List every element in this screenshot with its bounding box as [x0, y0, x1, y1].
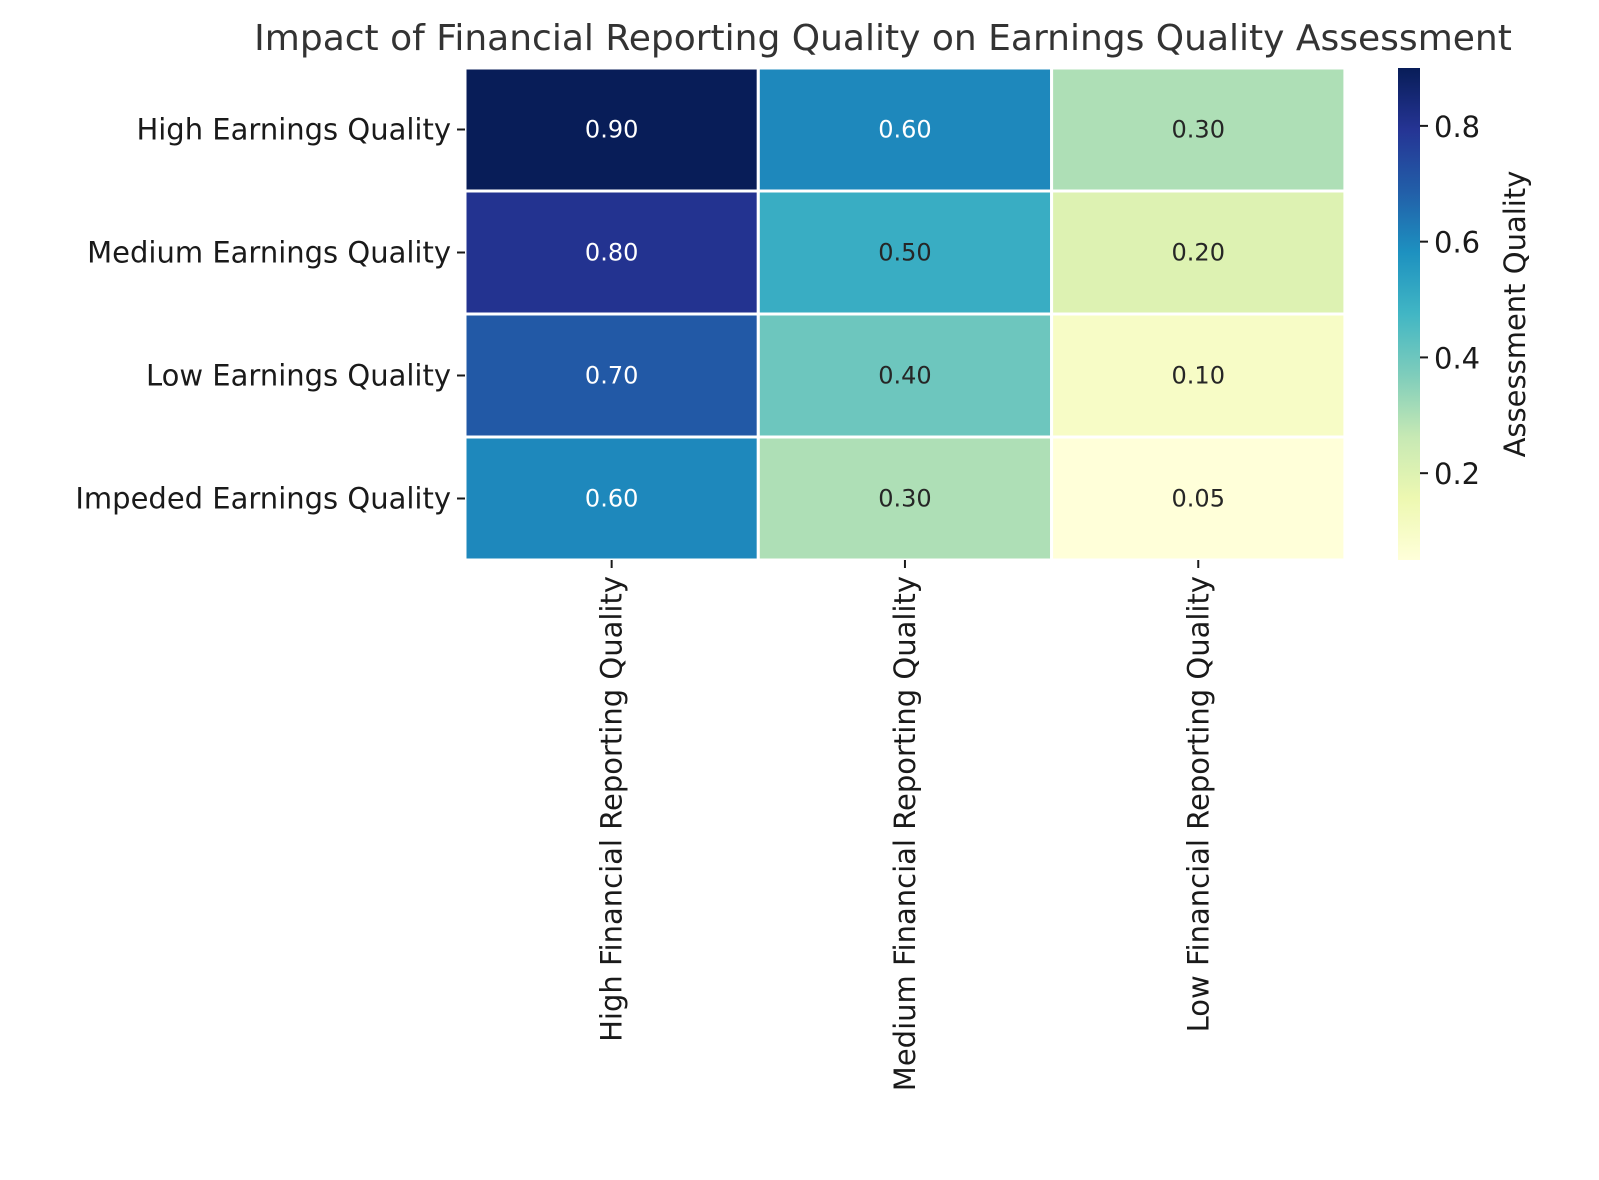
colorbar-tick-label: 0.8 [1434, 110, 1480, 144]
colorbar-ticks: 0.2 0.4 0.6 0.8 [1420, 110, 1480, 491]
heatmap-cell [756, 66, 1054, 193]
cell-value-label: 0.30 [878, 485, 931, 513]
row-tick-labels: High Earnings Quality Medium Earnings Qua… [75, 113, 465, 516]
column-tick-label: Low Financial Reporting Quality [1181, 576, 1215, 1032]
column-tick-label: High Financial Reporting Quality [595, 576, 629, 1042]
heatmap-cell [463, 435, 760, 562]
column-tick-label: Medium Financial Reporting Quality [888, 576, 922, 1091]
cell-value-label: 0.10 [1172, 362, 1225, 390]
colorbar-gradient [1398, 68, 1420, 560]
row-tick-label: Impeded Earnings Quality [75, 482, 451, 516]
heatmap-cell [756, 312, 1054, 439]
cell-value-label: 0.20 [1172, 239, 1225, 267]
row-tick-label: Low Earnings Quality [146, 359, 451, 393]
heatmap-cell [463, 66, 760, 193]
row-tick-label: Medium Earnings Quality [87, 236, 451, 270]
cell-value-label: 0.05 [1172, 485, 1225, 513]
cell-value-label: 0.70 [585, 362, 638, 390]
cell-value-label: 0.90 [585, 116, 638, 144]
cell-value-label: 0.40 [878, 362, 931, 390]
heatmap-cells [463, 66, 1347, 562]
colorbar-label: Assessment Quality [1498, 171, 1532, 458]
cell-value-label: 0.60 [585, 485, 638, 513]
colorbar-tick-label: 0.6 [1434, 226, 1480, 260]
colorbar: 0.2 0.4 0.6 0.8 Assessment Quality [1398, 68, 1532, 560]
heatmap-cell [1050, 66, 1347, 193]
colorbar-tick-label: 0.4 [1434, 341, 1480, 375]
colorbar-tick-label: 0.2 [1434, 457, 1480, 491]
cell-value-labels: 0.90 0.60 0.30 0.80 0.50 0.20 0.70 0.40 0.10 0.60… [585, 116, 1225, 513]
heatmap-cell [1050, 435, 1347, 562]
cell-value-label: 0.80 [585, 239, 638, 267]
heatmap-cell [1050, 189, 1347, 316]
cell-value-label: 0.60 [878, 116, 931, 144]
row-tick-label: High Earnings Quality [136, 113, 451, 147]
chart-title: Impact of Financial Reporting Quality on… [254, 18, 1512, 59]
cell-value-label: 0.50 [878, 239, 931, 267]
cell-value-label: 0.30 [1172, 116, 1225, 144]
column-tick-labels: High Financial Reporting Quality Medium F… [595, 560, 1215, 1091]
